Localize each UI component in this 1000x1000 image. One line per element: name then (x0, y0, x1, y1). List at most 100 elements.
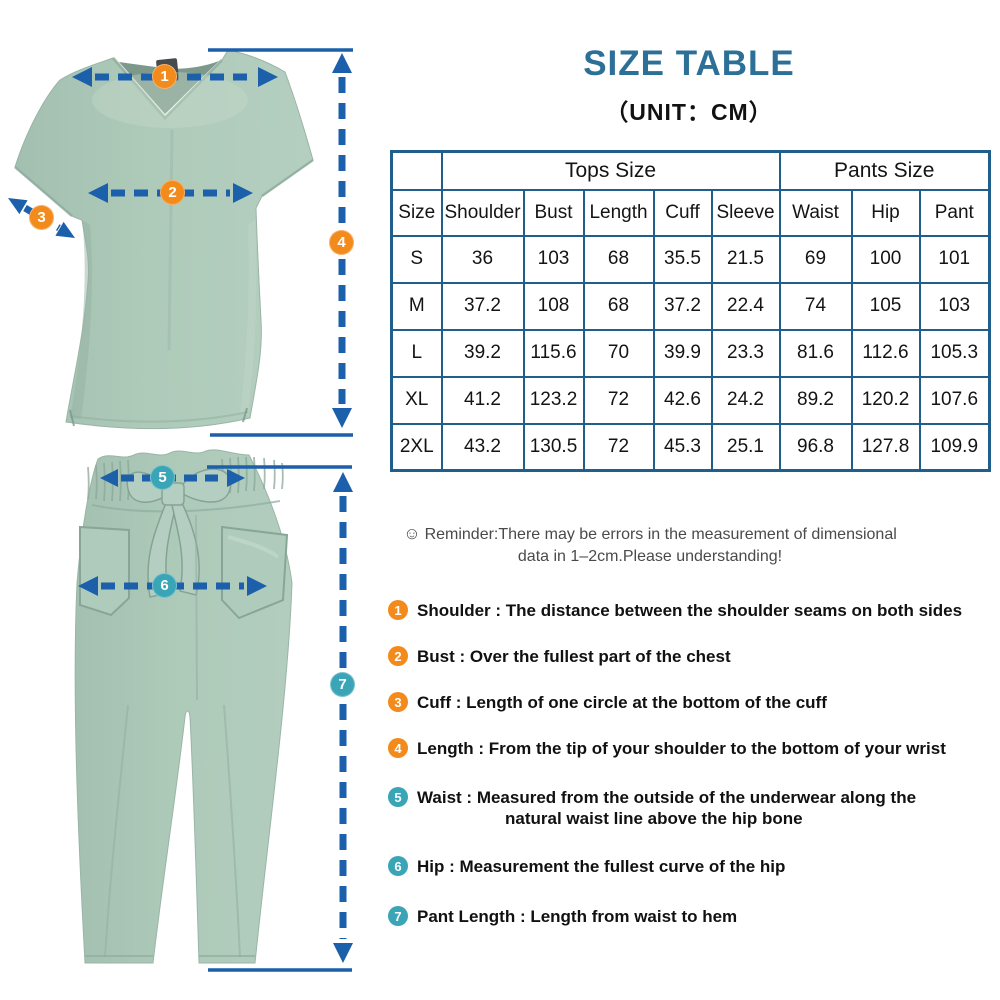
measurement-value: 103 (522, 234, 585, 284)
measurement-value: 45.3 (652, 422, 713, 472)
measure-badge-5: 5 (150, 465, 175, 490)
col-length: Length (582, 188, 655, 237)
measure-badge-2: 2 (160, 180, 185, 205)
pants-size-header: Pants Size (778, 150, 991, 191)
definition-item-2: 2 Bust : Over the fullest part of the che… (388, 646, 996, 667)
measurement-value: 22.4 (710, 281, 781, 331)
measurement-value: 112.6 (850, 328, 921, 378)
definition-number-badge: 2 (388, 646, 408, 666)
definition-number-badge: 3 (388, 692, 408, 712)
measurement-value: 72 (582, 422, 655, 472)
measurement-value: 115.6 (522, 328, 585, 378)
table-column-header-row: Size Shoulder Bust Length Cuff Sleeve Wa… (390, 188, 991, 237)
measurement-value: 105.3 (918, 328, 991, 378)
length-bracket-lines (208, 48, 353, 437)
measurement-value: 96.8 (778, 422, 853, 472)
measurement-value: 120.2 (850, 375, 921, 425)
size-label: L (390, 328, 443, 378)
definition-number-badge: 7 (388, 906, 408, 926)
definition-number-badge: 1 (388, 600, 408, 620)
measurement-value: 68 (582, 281, 655, 331)
tops-size-header: Tops Size (440, 150, 781, 191)
corner-cell (390, 150, 443, 191)
measurement-value: 123.2 (522, 375, 585, 425)
col-hip: Hip (850, 188, 921, 237)
definition-text: Length : From the tip of your shoulder t… (417, 739, 946, 758)
measurement-value: 74 (778, 281, 853, 331)
measurement-value: 103 (918, 281, 991, 331)
scrub-top-figure (8, 48, 353, 437)
measure-badge-6: 6 (152, 573, 177, 598)
bow-belt (126, 468, 232, 598)
size-label: 2XL (390, 422, 443, 472)
size-label: S (390, 234, 443, 284)
col-cuff: Cuff (652, 188, 713, 237)
measurement-value: 68 (582, 234, 655, 284)
scrub-pants-figure (74, 449, 353, 972)
col-sleeve: Sleeve (710, 188, 781, 237)
size-row-S: S 36 103 68 35.5 21.5 69 100 101 (390, 234, 991, 284)
measurement-value: 41.2 (440, 375, 525, 425)
size-label: XL (390, 375, 443, 425)
definition-item-1: 1 Shoulder : The distance between the sho… (388, 600, 996, 621)
definition-number-badge: 4 (388, 738, 408, 758)
size-label: M (390, 281, 443, 331)
measurement-value: 24.2 (710, 375, 781, 425)
definition-number-badge: 6 (388, 856, 408, 876)
reminder-line1: ☺ Reminder:There may be errors in the mea… (403, 524, 897, 543)
col-shoulder: Shoulder (440, 188, 525, 237)
measurement-value: 43.2 (440, 422, 525, 472)
definition-item-4: 4 Length : From the tip of your shoulder … (388, 738, 996, 759)
measurement-value: 109.9 (918, 422, 991, 472)
page-title: SIZE TABLE (583, 44, 795, 83)
measure-badge-7: 7 (330, 672, 355, 697)
measurement-value: 108 (522, 281, 585, 331)
reminder-note: ☺ Reminder:There may be errors in the mea… (370, 523, 930, 568)
measurement-value: 100 (850, 234, 921, 284)
size-row-M: M 37.2 108 68 37.2 22.4 74 105 103 (390, 281, 991, 331)
measurement-value: 127.8 (850, 422, 921, 472)
col-pant: Pant (918, 188, 991, 237)
smiley-icon: ☺ (403, 524, 421, 543)
definition-number-badge: 5 (388, 787, 408, 807)
measurement-value: 42.6 (652, 375, 713, 425)
measurement-value: 105 (850, 281, 921, 331)
col-size: Size (390, 188, 443, 237)
measurement-value: 101 (918, 234, 991, 284)
measurement-value: 25.1 (710, 422, 781, 472)
measurement-value: 39.9 (652, 328, 713, 378)
measurement-value: 35.5 (652, 234, 713, 284)
measurement-definitions: 1 Shoulder : The distance between the sho… (388, 600, 996, 952)
definition-item-3: 3 Cuff : Length of one circle at the bott… (388, 692, 996, 713)
col-waist: Waist (778, 188, 853, 237)
definition-text: Waist : Measured from the outside of the… (417, 788, 917, 828)
pant-length-arrow (333, 472, 353, 963)
definition-text: Cuff : Length of one circle at the botto… (417, 693, 827, 712)
measurement-value: 72 (582, 375, 655, 425)
definition-text: Pant Length : Length from waist to hem (417, 907, 738, 926)
unit-label: （UNIT：CM） (605, 99, 773, 125)
measurement-value: 37.2 (440, 281, 525, 331)
measurement-value: 107.6 (918, 375, 991, 425)
definition-text: Shoulder : The distance between the shou… (417, 601, 963, 620)
measurement-value: 130.5 (522, 422, 585, 472)
definition-text: Bust : Over the fullest part of the ches… (417, 647, 731, 666)
measure-badge-4: 4 (329, 230, 354, 255)
size-row-L: L 39.2 115.6 70 39.9 23.3 81.6 112.6 105.3 (390, 328, 991, 378)
definition-text: Hip : Measurement the fullest curve of t… (417, 857, 786, 876)
measurement-value: 36 (440, 234, 525, 284)
measurement-value: 21.5 (710, 234, 781, 284)
measure-badge-1: 1 (152, 64, 177, 89)
measurement-value: 23.3 (710, 328, 781, 378)
col-bust: Bust (522, 188, 585, 237)
measurement-value: 37.2 (652, 281, 713, 331)
measure-badge-3: 3 (29, 205, 54, 230)
measurement-value: 89.2 (778, 375, 853, 425)
table-group-header-row: Tops Size Pants Size (390, 150, 991, 191)
title-block: SIZE TABLE （UNIT：CM） (390, 44, 988, 127)
measurement-value: 70 (582, 328, 655, 378)
definition-item-6: 6 Hip : Measurement the fullest curve of … (388, 856, 996, 877)
size-row-2XL: 2XL 43.2 130.5 72 45.3 25.1 96.8 127.8 109.9 (390, 422, 991, 472)
pant-length-bracket-lines (207, 465, 352, 972)
